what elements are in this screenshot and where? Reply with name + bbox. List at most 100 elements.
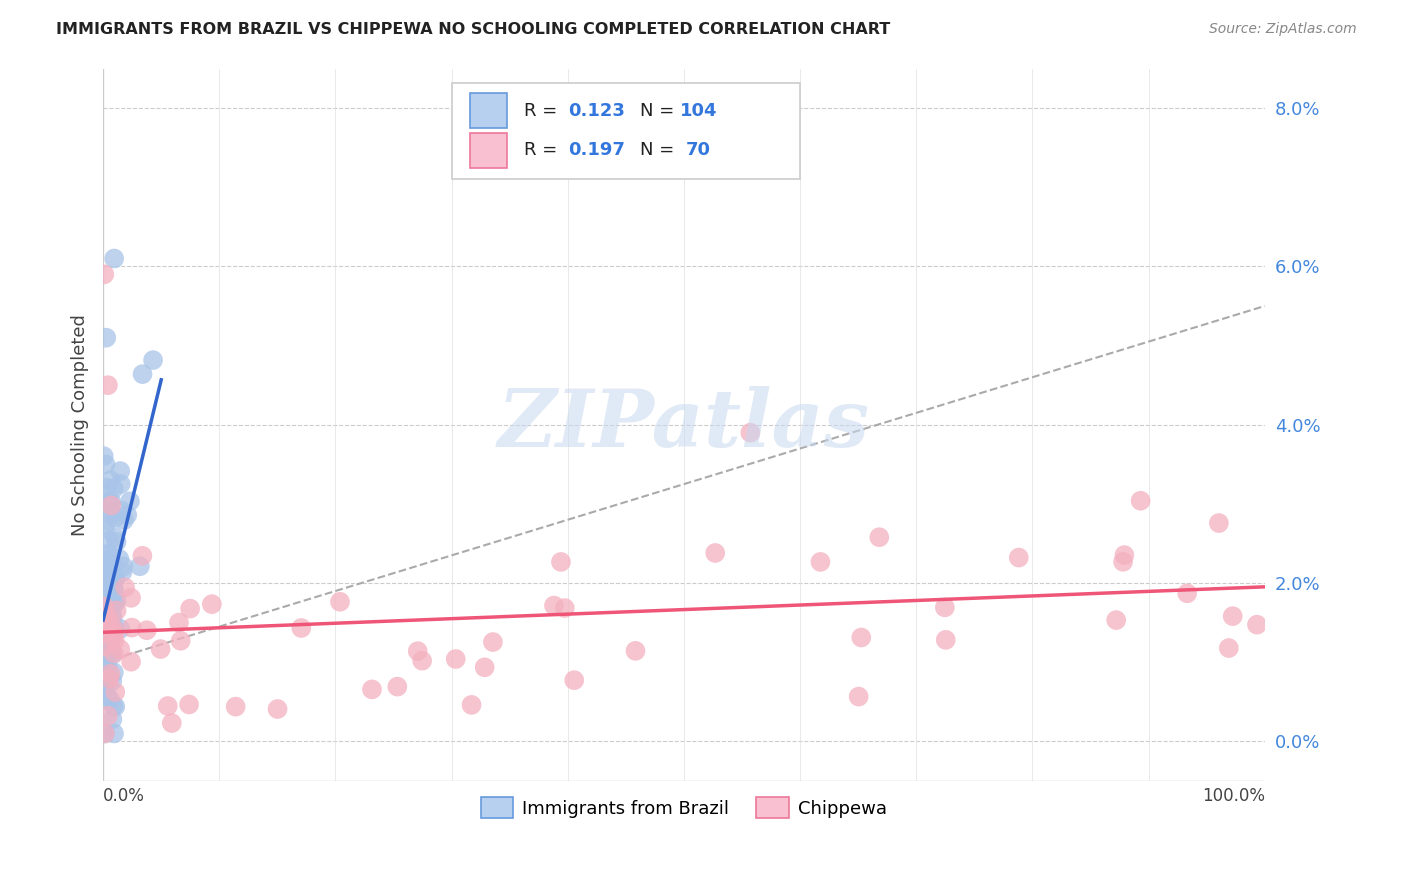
Text: N =: N =: [640, 142, 679, 160]
Text: 100.0%: 100.0%: [1202, 788, 1264, 805]
Point: [104, 530, 127, 544]
Point: [201, 597, 224, 611]
Point: [97, 533, 120, 547]
Point: [550, 555, 572, 569]
Point: [96, 481, 118, 495]
Point: [100, 570, 122, 584]
Point: [93, 645, 115, 659]
Point: [112, 513, 135, 527]
Point: [128, 559, 150, 574]
Point: [104, 511, 127, 525]
Point: [97, 378, 120, 392]
Point: [101, 576, 124, 591]
Point: [100, 473, 122, 487]
Point: [94, 726, 117, 740]
Point: [103, 647, 125, 661]
Point: [103, 571, 125, 585]
Point: [97, 570, 120, 584]
Point: [100, 493, 122, 508]
Point: [103, 625, 125, 640]
Point: [93, 599, 115, 614]
Point: [179, 601, 201, 615]
Point: [329, 595, 352, 609]
Point: [97, 708, 120, 723]
Point: [704, 546, 727, 560]
FancyBboxPatch shape: [451, 83, 800, 179]
Point: [1114, 548, 1136, 562]
Point: [101, 712, 124, 726]
Point: [97, 661, 120, 675]
Point: [93, 664, 115, 678]
Point: [100, 622, 122, 636]
Point: [156, 699, 179, 714]
Point: [96, 621, 118, 635]
Point: [111, 565, 134, 579]
Point: [96, 629, 118, 643]
Point: [1008, 550, 1031, 565]
Point: [93, 652, 115, 666]
Point: [94, 726, 117, 740]
Point: [105, 593, 128, 607]
Point: [98, 630, 121, 644]
Point: [104, 571, 127, 585]
Point: [1246, 617, 1268, 632]
Point: [93, 449, 115, 463]
Point: [101, 648, 124, 662]
Text: Source: ZipAtlas.com: Source: ZipAtlas.com: [1209, 22, 1357, 37]
Point: [104, 597, 127, 611]
Point: [93, 602, 115, 616]
Text: 0.0%: 0.0%: [103, 788, 145, 805]
Point: [94, 640, 117, 654]
Point: [149, 642, 172, 657]
Point: [142, 353, 165, 368]
Point: [848, 690, 870, 704]
Point: [103, 583, 125, 598]
Point: [114, 580, 136, 594]
Point: [94, 628, 117, 642]
FancyBboxPatch shape: [470, 134, 508, 168]
Point: [1222, 609, 1244, 624]
Point: [103, 565, 125, 579]
Point: [97, 601, 120, 615]
Point: [101, 619, 124, 633]
Point: [93, 611, 115, 625]
Point: [96, 688, 118, 702]
Text: R =: R =: [523, 102, 562, 120]
Point: [104, 633, 127, 648]
Point: [104, 621, 127, 635]
Point: [96, 577, 118, 591]
Point: [482, 635, 505, 649]
Point: [94, 458, 117, 472]
Point: [135, 624, 157, 638]
Point: [131, 367, 153, 381]
Point: [868, 530, 890, 544]
Point: [100, 666, 122, 681]
Point: [111, 504, 134, 518]
Text: 70: 70: [686, 142, 711, 160]
Point: [103, 726, 125, 740]
Point: [97, 624, 120, 638]
Point: [562, 673, 585, 688]
Point: [103, 252, 125, 266]
Point: [361, 682, 384, 697]
Point: [98, 565, 121, 579]
Point: [131, 549, 153, 563]
Point: [96, 582, 118, 597]
Point: [170, 633, 193, 648]
Text: R =: R =: [523, 142, 562, 160]
Point: [108, 552, 131, 566]
Point: [98, 672, 121, 686]
Point: [96, 585, 118, 599]
FancyBboxPatch shape: [470, 94, 508, 128]
Text: ZIPatlas: ZIPatlas: [498, 386, 870, 464]
Point: [98, 693, 121, 707]
Point: [97, 632, 120, 647]
Point: [112, 559, 135, 574]
Point: [97, 552, 120, 566]
Point: [110, 622, 132, 636]
Point: [103, 627, 125, 641]
Point: [101, 673, 124, 688]
Point: [406, 644, 429, 658]
Point: [100, 569, 122, 583]
Point: [96, 562, 118, 576]
